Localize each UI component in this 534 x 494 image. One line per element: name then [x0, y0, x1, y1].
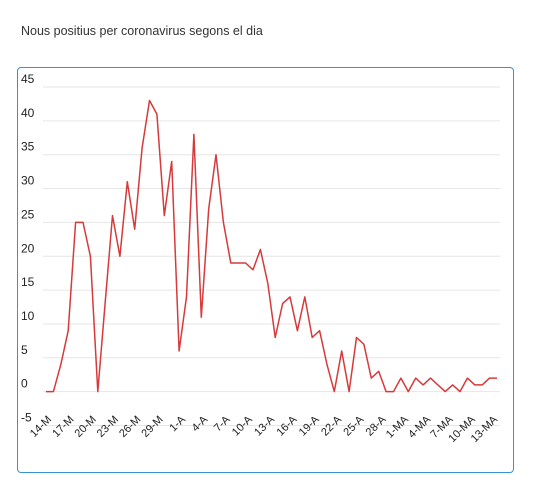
x-tick-label: 4-MA	[406, 413, 434, 441]
data-point	[244, 262, 246, 264]
data-point	[104, 302, 106, 304]
data-point	[481, 384, 483, 386]
data-point	[163, 214, 165, 216]
x-tick-label: 29-M	[139, 414, 165, 440]
data-point	[429, 377, 431, 379]
page-title: Nous positius per coronavirus segons el …	[21, 24, 263, 38]
y-tick-label: 5	[21, 343, 28, 357]
data-point	[82, 221, 84, 223]
data-point	[74, 221, 76, 223]
x-tick-label: 1-A	[167, 413, 188, 434]
data-point	[252, 269, 254, 271]
data-point	[171, 160, 173, 162]
data-point	[415, 377, 417, 379]
data-point	[488, 377, 490, 379]
data-point	[459, 390, 461, 392]
x-tick-label: 20-M	[73, 414, 99, 440]
y-tick-label: 30	[21, 174, 35, 188]
data-point	[311, 336, 313, 338]
y-tick-label: 20	[21, 241, 35, 255]
data-point	[267, 282, 269, 284]
data-point	[333, 390, 335, 392]
data-point	[148, 99, 150, 101]
data-point	[466, 377, 468, 379]
data-point	[259, 248, 261, 250]
data-point	[97, 390, 99, 392]
data-point	[385, 390, 387, 392]
data-point	[156, 113, 158, 115]
data-point	[222, 221, 224, 223]
y-tick-label: 45	[21, 72, 35, 86]
data-point	[237, 262, 239, 264]
data-point	[215, 154, 217, 156]
y-tick-label: 25	[21, 207, 35, 221]
y-tick-label: -5	[21, 411, 32, 425]
data-point	[348, 390, 350, 392]
x-tick-label: 23-M	[95, 414, 121, 440]
data-point	[119, 255, 121, 257]
x-tick-label: 1-MA	[384, 413, 412, 441]
data-point	[111, 214, 113, 216]
data-point	[230, 262, 232, 264]
data-point	[200, 316, 202, 318]
data-point	[141, 147, 143, 149]
data-point	[45, 390, 47, 392]
data-point	[451, 384, 453, 386]
data-point	[178, 350, 180, 352]
data-point	[60, 363, 62, 365]
data-point	[422, 384, 424, 386]
series-line	[46, 99, 497, 393]
data-point	[52, 390, 54, 392]
data-point	[370, 377, 372, 379]
data-point	[296, 330, 298, 332]
data-point	[341, 350, 343, 352]
y-tick-label: 10	[21, 309, 35, 323]
data-point	[378, 370, 380, 372]
data-point	[289, 296, 291, 298]
data-point	[274, 336, 276, 338]
data-point	[392, 390, 394, 392]
data-point	[304, 296, 306, 298]
data-point	[281, 302, 283, 304]
data-point	[318, 330, 320, 332]
data-point	[496, 377, 498, 379]
data-point	[208, 208, 210, 210]
data-point	[444, 390, 446, 392]
data-point	[474, 384, 476, 386]
data-point	[126, 181, 128, 183]
data-point	[67, 330, 69, 332]
data-point	[437, 384, 439, 386]
y-tick-label: 40	[21, 106, 35, 120]
x-tick-label: 14-M	[28, 414, 54, 440]
data-point	[134, 228, 136, 230]
x-tick-label: 17-M	[50, 414, 76, 440]
y-tick-label: 0	[21, 377, 28, 391]
data-point	[400, 377, 402, 379]
data-point	[407, 390, 409, 392]
data-point	[185, 296, 187, 298]
x-tick-label: 26-M	[117, 414, 143, 440]
data-point	[355, 336, 357, 338]
x-tick-label: 4-A	[190, 413, 211, 434]
y-tick-label: 15	[21, 275, 35, 289]
data-point	[326, 363, 328, 365]
data-point	[363, 343, 365, 345]
y-tick-label: 35	[21, 140, 35, 154]
data-point	[193, 133, 195, 135]
data-point	[89, 255, 91, 257]
